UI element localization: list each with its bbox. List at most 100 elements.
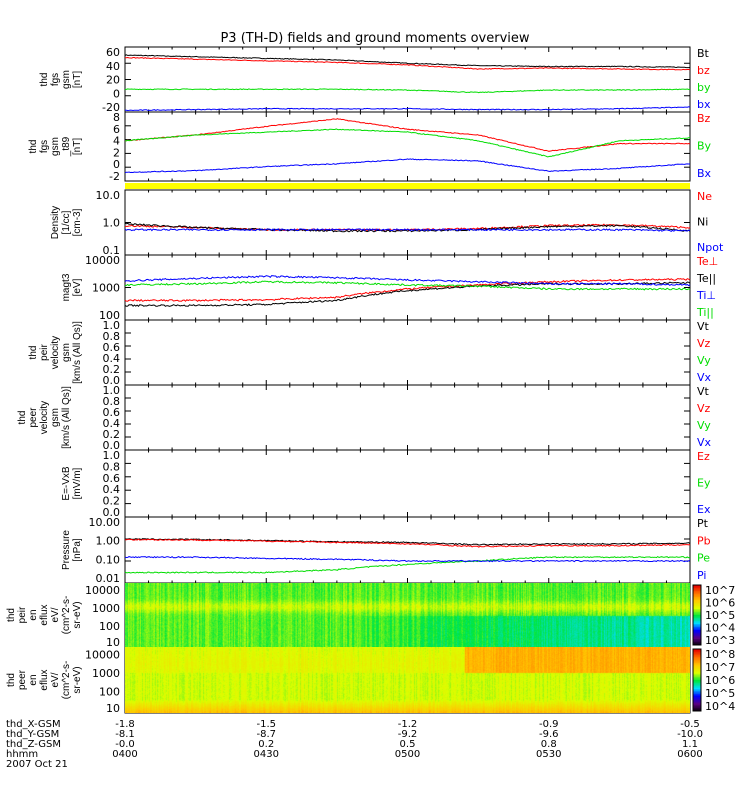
x-tick-label: -0.9: [539, 719, 559, 730]
y-axis-label: velocity: [50, 336, 61, 369]
colorbar-segment: [693, 621, 701, 623]
y-tick-label: 0.4: [103, 417, 121, 430]
legend-ti||: Ti||: [696, 306, 714, 319]
x-tick-label: 0500: [395, 749, 420, 760]
y-axis-label: peir: [39, 343, 50, 360]
y-tick-label: 10.0: [96, 189, 121, 202]
colorbar-segment: [693, 658, 701, 661]
plot-title: P3 (TH-D) fields and ground moments over…: [220, 31, 529, 46]
colorbar-segment: [693, 680, 701, 683]
y-tick-label: 0.2: [103, 363, 121, 376]
y-axis-label: sr-eV): [72, 601, 83, 628]
legend-ey: Ey: [697, 477, 711, 490]
x-axis-row-label: thd_Z-GSM: [6, 739, 61, 750]
y-axis-label: fgs: [50, 73, 61, 86]
colorbar-tick-label: 10^7: [705, 584, 735, 597]
colorbar-segment: [693, 636, 701, 638]
legend-bt: Bt: [697, 47, 710, 60]
colorbar-segment: [693, 675, 701, 678]
series-line-Ti⊥: [124, 275, 691, 287]
y-axis-label: (cm^2-s-: [61, 661, 72, 700]
y-axis-label: en: [28, 674, 39, 685]
y-axis-label: [mV/m]: [72, 467, 83, 499]
colorbar-segment: [693, 616, 701, 619]
panel-frame: [124, 189, 691, 256]
legend-vx: Vx: [697, 371, 712, 384]
colorbar-segment: [693, 697, 701, 700]
legend-vy: Vy: [697, 354, 711, 367]
colorbar-segment: [693, 678, 701, 681]
colorbar-segment: [693, 650, 701, 653]
plot-date: 2007 Oct 21: [6, 759, 68, 770]
y-axis-label: thd: [6, 673, 17, 687]
legend-bz: Bz: [697, 112, 711, 125]
colorbar-segment: [693, 603, 701, 605]
y-tick-label: 0.2: [103, 495, 121, 508]
y-tick-label: 0.0: [103, 506, 121, 519]
colorbar-segment: [693, 655, 701, 658]
colorbar-segment: [693, 594, 701, 596]
y-tick-label: 1.0: [103, 449, 121, 462]
colorbar-segment: [693, 607, 701, 610]
y-axis-label: eflux: [39, 669, 50, 690]
colorbar-segment: [693, 653, 701, 656]
colorbar-segment: [693, 662, 701, 665]
colorbar-segment: [693, 673, 701, 676]
x-tick-label: 0600: [677, 749, 702, 760]
x-tick-label: 0.5: [400, 739, 416, 750]
legend-te⊥: Te⊥: [696, 255, 718, 268]
colorbar-tick-label: 10^4: [705, 700, 735, 713]
y-tick-label: 100: [99, 309, 120, 322]
y-axis-label: thd: [28, 346, 39, 360]
y-axis-label: thd: [28, 140, 39, 154]
legend-ex: Ex: [697, 503, 711, 516]
colorbar-segment: [693, 690, 701, 693]
y-tick-label: 10.00: [89, 516, 121, 529]
series-line-Te⊥: [124, 277, 691, 302]
x-axis-row-label: thd_Y-GSM: [6, 729, 59, 740]
colorbar-segment: [693, 627, 701, 629]
y-tick-label: 1.00: [96, 535, 121, 548]
y-tick-label: 0.4: [103, 352, 121, 365]
spectrogram-electron-eflux: [125, 647, 690, 713]
colorbar-segment: [693, 592, 701, 595]
y-tick-label: 20: [106, 74, 120, 87]
y-tick-label: 0.8: [103, 395, 121, 408]
legend-pi: Pi: [697, 569, 706, 582]
y-axis-label: fgs: [39, 140, 50, 153]
colorbar-segment: [693, 598, 701, 601]
y-tick-label: 1000: [92, 602, 120, 615]
colorbar-segment: [693, 689, 701, 692]
series-line-Npot: [124, 228, 691, 232]
colorbar-segment: [693, 591, 701, 593]
panel-frame: [124, 319, 691, 386]
y-tick-label: 100: [99, 686, 120, 699]
colorbar-segment: [693, 637, 701, 640]
y-tick-label: 0.6: [103, 341, 121, 354]
colorbar-tick-label: 10^4: [705, 622, 735, 635]
colorbar-segment: [693, 642, 701, 644]
colorbar-segment: [693, 692, 701, 695]
y-tick-label: 0.0: [103, 439, 121, 452]
colorbar-segment: [693, 670, 701, 673]
legend-ez: Ez: [697, 450, 710, 463]
colorbar-segment: [693, 698, 701, 701]
y-tick-label: 1000: [92, 282, 120, 295]
y-tick-label: 0.8: [103, 330, 121, 343]
legend-pt: Pt: [697, 517, 709, 530]
y-tick-label: 0.01: [96, 572, 121, 585]
colorbar-tick-label: 10^5: [705, 609, 735, 622]
y-tick-label: 10: [106, 636, 120, 649]
y-tick-label: -20: [102, 101, 120, 114]
colorbar-segment: [693, 656, 701, 659]
colorbar-segment: [693, 676, 701, 679]
series-line-Pi: [124, 555, 691, 563]
legend-ni: Ni: [697, 216, 708, 229]
x-tick-label: -0.5: [680, 719, 700, 730]
series-line-by: [124, 88, 691, 94]
y-tick-label: 8: [113, 111, 120, 124]
colorbar-segment: [693, 659, 701, 662]
y-tick-label: 60: [106, 46, 120, 59]
legend-npot: Npot: [697, 241, 724, 254]
